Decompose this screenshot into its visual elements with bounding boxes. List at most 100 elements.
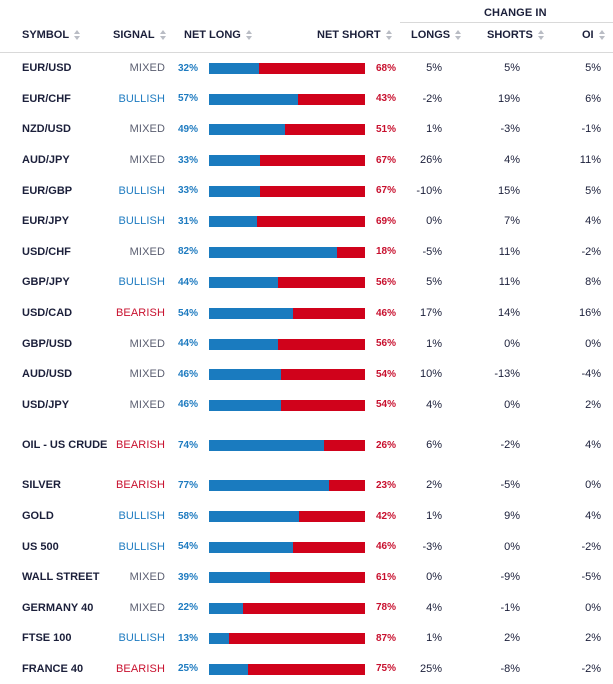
net-long-percent: 22% [177,602,198,614]
net-long-bar-segment [209,185,261,197]
table-row[interactable]: OIL - US CRUDE BEARISH 74% 26% 6% -2% 4% [0,420,613,470]
change-in-longs: 1% [426,510,442,523]
symbol-cell[interactable]: EUR/USD [22,62,72,75]
sentiment-bar [209,511,365,523]
symbol-cell[interactable]: EUR/CHF [22,92,71,105]
symbol-cell[interactable]: USD/CHF [22,245,71,258]
table-row[interactable]: EUR/USD MIXED 32% 68% 5% 5% 5% [0,53,613,84]
symbol-cell[interactable]: GBP/USD [22,337,73,350]
symbol-cell[interactable]: NZD/USD [22,123,71,136]
change-in-longs: -2% [422,92,442,105]
net-short-bar-segment [297,93,365,105]
symbol-cell[interactable]: EUR/GBP [22,184,73,197]
table-row[interactable]: GBP/USD MIXED 44% 56% 1% 0% 0% [0,328,613,359]
net-long-percent: 46% [177,399,198,411]
symbol-cell[interactable]: USD/JPY [22,398,70,411]
change-in-shorts: 7% [504,215,520,228]
signal-cell: BULLISH [118,632,165,645]
table-row[interactable]: GBP/JPY BULLISH 44% 56% 5% 11% 8% [0,267,613,298]
net-long-percent: 82% [177,246,198,258]
sentiment-bar [209,572,365,584]
net-short-percent: 68% [375,62,396,74]
change-in-label: CHANGE IN [484,7,547,19]
change-in-shorts: -3% [500,123,520,136]
table-row[interactable]: EUR/JPY BULLISH 31% 69% 0% 7% 4% [0,206,613,237]
symbol-cell[interactable]: AUD/USD [22,368,73,381]
sort-oi-header[interactable]: OI [582,29,606,41]
symbol-cell[interactable]: WALL STREET [22,571,100,584]
net-short-header-label: NET SHORT [317,29,381,41]
net-long-percent: 39% [177,571,198,583]
change-in-oi: 0% [585,601,601,614]
change-in-longs: 1% [426,123,442,136]
net-short-percent: 43% [375,93,396,105]
table-row[interactable]: USD/JPY MIXED 46% 54% 4% 0% 2% [0,390,613,421]
change-in-longs: -10% [416,184,442,197]
table-row[interactable]: FTSE 100 BULLISH 13% 87% 1% 2% 2% [0,623,613,654]
change-in-shorts: 0% [504,398,520,411]
change-in-longs: 25% [419,662,442,675]
symbol-cell[interactable]: US 500 [22,540,59,553]
change-in-shorts: -9% [500,571,520,584]
change-in-shorts: 2% [504,632,520,645]
sort-symbol-header[interactable]: SYMBOL [22,29,81,41]
symbol-cell[interactable]: EUR/JPY [22,215,70,228]
change-in-longs: 0% [426,215,442,228]
net-short-bar-segment [293,308,365,320]
table-row[interactable]: NZD/USD MIXED 49% 51% 1% -3% -1% [0,114,613,145]
net-long-percent: 44% [177,338,198,350]
symbol-cell[interactable]: SILVER [22,479,61,492]
net-long-percent: 33% [177,185,198,197]
change-in-shorts: 5% [504,62,520,75]
net-long-bar-segment [209,399,281,411]
signal-header-label: SIGNAL [113,29,155,41]
change-in-longs: -3% [422,540,442,553]
net-short-percent: 78% [375,602,396,614]
sort-icon [598,29,606,41]
change-in-longs: 1% [426,337,442,350]
symbol-cell[interactable]: AUD/JPY [22,154,70,167]
sort-net-long-header[interactable]: NET LONG [184,29,253,41]
symbol-cell[interactable]: OIL - US CRUDE [22,439,108,452]
symbol-cell[interactable]: GBP/JPY [22,276,70,289]
sentiment-bar [209,124,365,136]
change-in-shorts: 11% [498,245,520,258]
table-row[interactable]: USD/CAD BEARISH 54% 46% 17% 14% 16% [0,298,613,329]
table-row[interactable]: USD/CHF MIXED 82% 18% -5% 11% -2% [0,237,613,268]
change-in-oi: 4% [585,439,601,452]
sort-longs-header[interactable]: LONGS [411,29,462,41]
table-row[interactable]: GERMANY 40 MIXED 22% 78% 4% -1% 0% [0,593,613,624]
symbol-cell[interactable]: FTSE 100 [22,632,72,645]
signal-cell: BEARISH [116,439,165,452]
symbol-cell[interactable]: GOLD [22,510,54,523]
table-row[interactable]: AUD/JPY MIXED 33% 67% 26% 4% 11% [0,145,613,176]
signal-cell: MIXED [129,62,165,75]
symbol-cell[interactable]: FRANCE 40 [22,662,84,675]
sentiment-bar [209,155,365,167]
signal-cell: BULLISH [118,276,165,289]
table-row[interactable]: WALL STREET MIXED 39% 61% 0% -9% -5% [0,562,613,593]
table-row[interactable]: EUR/GBP BULLISH 33% 67% -10% 15% 5% [0,175,613,206]
table-row[interactable]: AUD/USD MIXED 46% 54% 10% -13% -4% [0,359,613,390]
table-row[interactable]: FRANCE 40 BEARISH 25% 75% 25% -8% -2% [0,654,613,684]
sentiment-bar [209,308,365,320]
change-in-oi: -2% [581,662,601,675]
symbol-cell[interactable]: GERMANY 40 [22,601,94,614]
net-long-bar-segment [209,511,300,523]
net-long-bar-segment [209,155,261,167]
sort-net-short-header[interactable]: NET SHORT [317,29,393,41]
table-row[interactable]: SILVER BEARISH 77% 23% 2% -5% 0% [0,470,613,501]
sort-signal-header[interactable]: SIGNAL [113,29,167,41]
net-short-bar-segment [293,541,365,553]
table-row[interactable]: US 500 BULLISH 54% 46% -3% 0% -2% [0,531,613,562]
net-short-bar-segment [229,633,365,645]
net-long-percent: 44% [177,276,198,288]
change-in-oi: 4% [585,510,601,523]
change-in-shorts: -8% [500,662,520,675]
table-row[interactable]: GOLD BULLISH 58% 42% 1% 9% 4% [0,501,613,532]
change-in-oi: 11% [579,154,601,167]
sort-icon [385,29,393,41]
sort-shorts-header[interactable]: SHORTS [487,29,545,41]
table-row[interactable]: EUR/CHF BULLISH 57% 43% -2% 19% 6% [0,84,613,115]
symbol-cell[interactable]: USD/CAD [22,307,73,320]
